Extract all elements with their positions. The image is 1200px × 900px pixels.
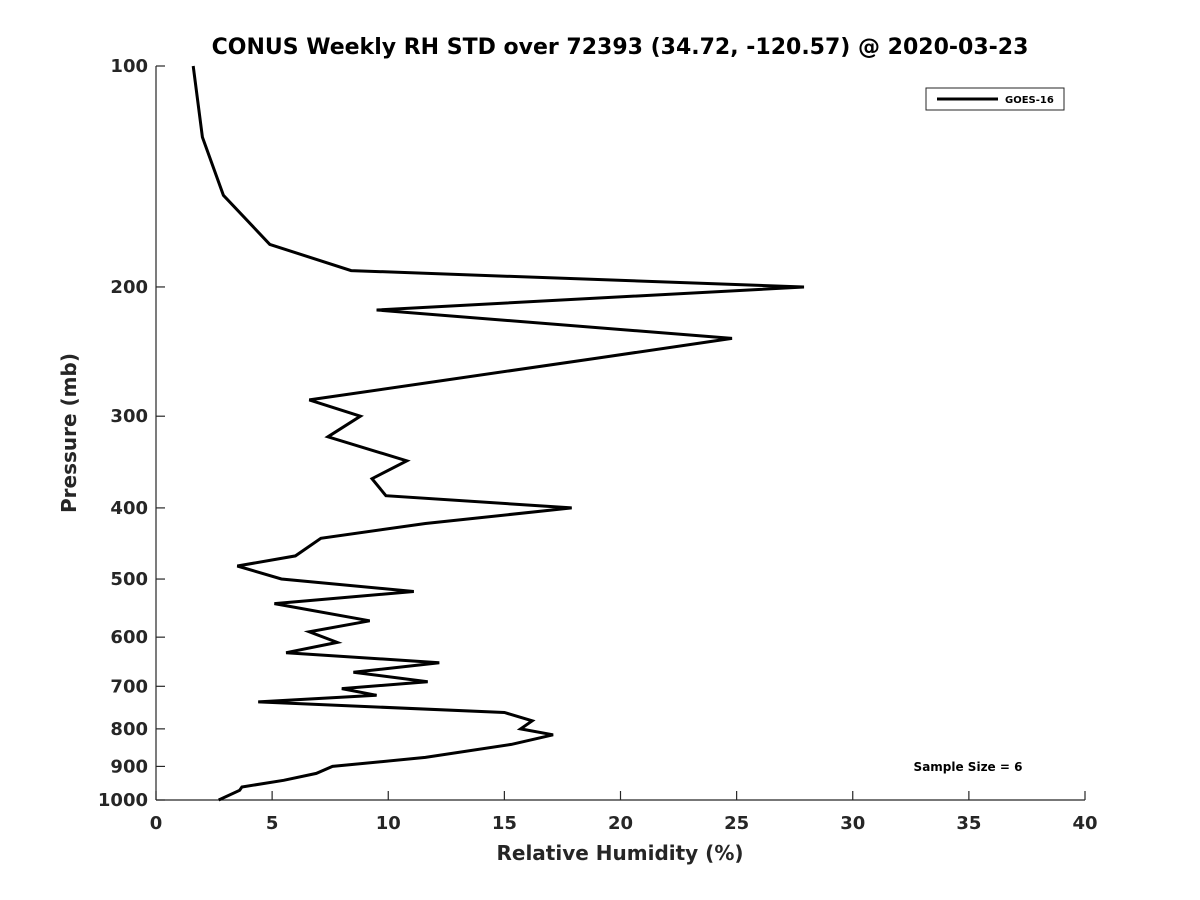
x-tick-label: 20 — [608, 813, 633, 834]
sample-size-note: Sample Size = 6 — [914, 760, 1023, 774]
x-tick-group: 0 5 10 15 20 25 30 35 40 — [150, 791, 1098, 834]
y-tick-label: 500 — [110, 569, 148, 590]
y-tick-label: 600 — [110, 627, 148, 648]
x-tick-label: 10 — [376, 813, 401, 834]
chart-title: CONUS Weekly RH STD over 72393 (34.72, -… — [212, 35, 1029, 60]
x-tick-label: 0 — [150, 813, 163, 834]
y-tick-label: 1000 — [98, 790, 148, 811]
legend: GOES-16 — [925, 87, 1065, 111]
x-tick-label: 5 — [266, 813, 279, 834]
x-tick-label: 40 — [1072, 813, 1097, 834]
series-line-goes16 — [191, 65, 805, 802]
y-tick-label: 400 — [110, 498, 148, 519]
x-tick-label: 35 — [956, 813, 981, 834]
y-tick-label: 100 — [110, 56, 148, 77]
y-tick-label: 200 — [110, 277, 148, 298]
y-tick-label: 800 — [110, 719, 148, 740]
y-tick-label: 700 — [110, 676, 148, 697]
y-tick-label: 300 — [110, 406, 148, 427]
x-axis-label: Relative Humidity (%) — [496, 841, 743, 865]
x-tick-label: 25 — [724, 813, 749, 834]
legend-label: GOES-16 — [1005, 95, 1054, 106]
x-tick-label: 15 — [492, 813, 517, 834]
y-tick-group: 100 200 300 400 500 600 700 800 900 1000 — [98, 56, 165, 811]
y-axis-label: Pressure (mb) — [57, 353, 81, 513]
y-tick-label: 900 — [110, 756, 148, 777]
x-tick-label: 30 — [840, 813, 865, 834]
plot-axes — [155, 66, 1085, 801]
